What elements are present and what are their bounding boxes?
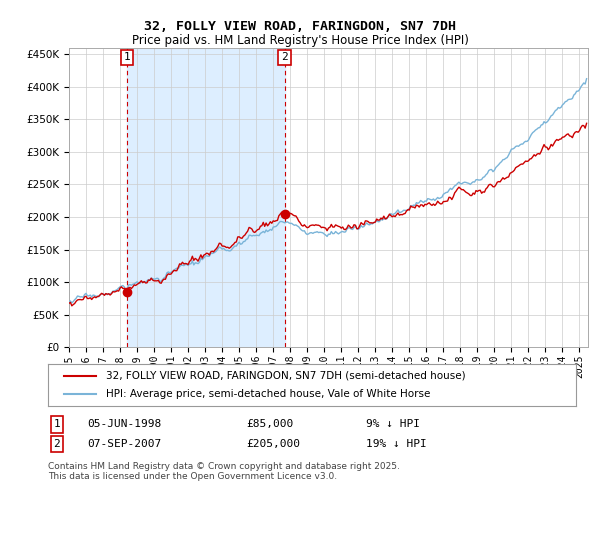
Text: 9% ↓ HPI: 9% ↓ HPI (366, 419, 420, 430)
Text: 1: 1 (53, 419, 61, 430)
Text: 32, FOLLY VIEW ROAD, FARINGDON, SN7 7DH (semi-detached house): 32, FOLLY VIEW ROAD, FARINGDON, SN7 7DH … (106, 371, 466, 381)
Text: 07-SEP-2007: 07-SEP-2007 (87, 439, 161, 449)
Text: HPI: Average price, semi-detached house, Vale of White Horse: HPI: Average price, semi-detached house,… (106, 389, 430, 399)
Text: Price paid vs. HM Land Registry's House Price Index (HPI): Price paid vs. HM Land Registry's House … (131, 34, 469, 46)
Text: 2: 2 (53, 439, 61, 449)
Bar (127, 48, 284, 347)
Text: Contains HM Land Registry data © Crown copyright and database right 2025.
This d: Contains HM Land Registry data © Crown c… (48, 462, 400, 482)
Text: 19% ↓ HPI: 19% ↓ HPI (366, 439, 427, 449)
Text: 32, FOLLY VIEW ROAD, FARINGDON, SN7 7DH: 32, FOLLY VIEW ROAD, FARINGDON, SN7 7DH (144, 20, 456, 32)
Text: 2: 2 (281, 53, 288, 62)
Text: £85,000: £85,000 (246, 419, 293, 430)
Text: 05-JUN-1998: 05-JUN-1998 (87, 419, 161, 430)
Text: £205,000: £205,000 (246, 439, 300, 449)
Text: 1: 1 (124, 53, 131, 62)
